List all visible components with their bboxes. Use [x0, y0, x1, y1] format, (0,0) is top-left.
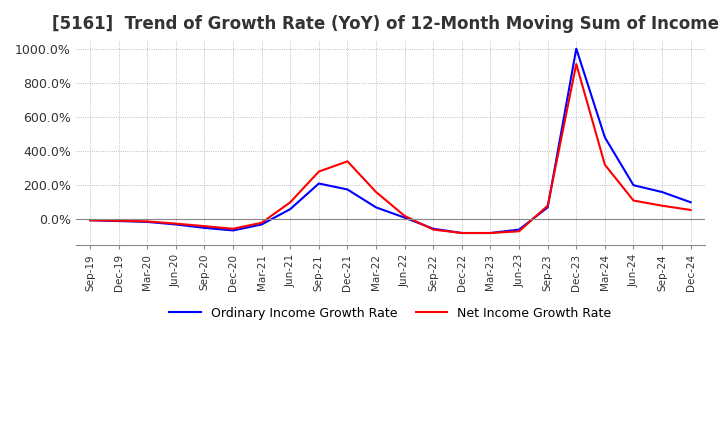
Ordinary Income Growth Rate — [257, 222, 266, 227]
Net Income Growth Rate — [315, 169, 323, 174]
Net Income Growth Rate — [86, 217, 94, 223]
Ordinary Income Growth Rate — [572, 46, 580, 51]
Net Income Growth Rate — [171, 221, 180, 226]
Ordinary Income Growth Rate — [457, 231, 466, 236]
Ordinary Income Growth Rate — [629, 183, 638, 188]
Ordinary Income Growth Rate — [400, 215, 409, 220]
Line: Net Income Growth Rate: Net Income Growth Rate — [90, 64, 690, 233]
Ordinary Income Growth Rate — [171, 222, 180, 227]
Ordinary Income Growth Rate — [372, 205, 380, 210]
Ordinary Income Growth Rate — [315, 181, 323, 186]
Ordinary Income Growth Rate — [429, 226, 438, 231]
Ordinary Income Growth Rate — [200, 225, 209, 231]
Net Income Growth Rate — [343, 159, 352, 164]
Net Income Growth Rate — [658, 203, 667, 208]
Net Income Growth Rate — [429, 227, 438, 232]
Net Income Growth Rate — [286, 200, 294, 205]
Net Income Growth Rate — [229, 226, 238, 231]
Ordinary Income Growth Rate — [229, 228, 238, 233]
Net Income Growth Rate — [143, 219, 152, 224]
Net Income Growth Rate — [200, 224, 209, 229]
Legend: Ordinary Income Growth Rate, Net Income Growth Rate: Ordinary Income Growth Rate, Net Income … — [164, 302, 616, 325]
Ordinary Income Growth Rate — [658, 189, 667, 194]
Line: Ordinary Income Growth Rate: Ordinary Income Growth Rate — [90, 49, 690, 233]
Net Income Growth Rate — [600, 162, 609, 167]
Ordinary Income Growth Rate — [143, 219, 152, 224]
Ordinary Income Growth Rate — [600, 135, 609, 140]
Net Income Growth Rate — [629, 198, 638, 203]
Net Income Growth Rate — [486, 231, 495, 236]
Ordinary Income Growth Rate — [544, 205, 552, 210]
Net Income Growth Rate — [457, 231, 466, 236]
Net Income Growth Rate — [544, 203, 552, 208]
Net Income Growth Rate — [257, 220, 266, 225]
Net Income Growth Rate — [515, 229, 523, 234]
Ordinary Income Growth Rate — [114, 218, 123, 224]
Net Income Growth Rate — [572, 61, 580, 66]
Ordinary Income Growth Rate — [343, 187, 352, 192]
Title: [5161]  Trend of Growth Rate (YoY) of 12-Month Moving Sum of Incomes: [5161] Trend of Growth Rate (YoY) of 12-… — [52, 15, 720, 33]
Net Income Growth Rate — [400, 213, 409, 219]
Ordinary Income Growth Rate — [286, 206, 294, 212]
Ordinary Income Growth Rate — [686, 200, 695, 205]
Ordinary Income Growth Rate — [86, 217, 94, 223]
Net Income Growth Rate — [114, 218, 123, 224]
Ordinary Income Growth Rate — [486, 231, 495, 236]
Net Income Growth Rate — [686, 207, 695, 213]
Ordinary Income Growth Rate — [515, 227, 523, 232]
Net Income Growth Rate — [372, 189, 380, 194]
